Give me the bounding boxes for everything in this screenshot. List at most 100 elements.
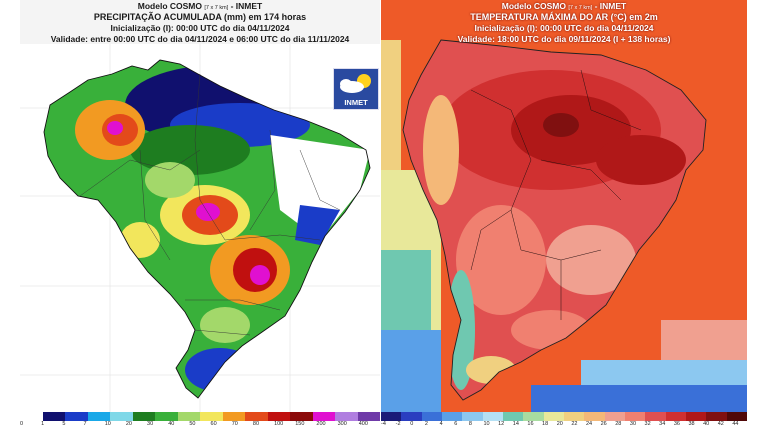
legend-swatch: [441, 412, 463, 421]
legend-tick-label: 28: [615, 421, 622, 427]
precipitation-field: [44, 60, 370, 398]
legend-tick-label: 2: [424, 421, 428, 427]
legend-tick-label: 32: [644, 421, 651, 427]
legend-tick-label: 10: [483, 421, 490, 427]
legend-swatch: [726, 412, 747, 421]
south-america-coastline: [402, 39, 707, 401]
legend-tick-label: 40: [703, 421, 710, 427]
legend-swatch: [462, 412, 483, 421]
precipitation-map: [20, 44, 380, 412]
legend-swatch: [245, 412, 268, 421]
legend-tick-label: 400: [358, 421, 368, 427]
legend-tick-label: 14: [512, 421, 519, 427]
legend-colorbar: [381, 412, 747, 421]
initialization-label: Inicialização (I): 00:00 UTC do dia 04/1…: [110, 23, 290, 33]
weather-sun-cloud-icon: [340, 74, 371, 93]
legend-swatch: [155, 412, 178, 421]
legend-tick-label: 4: [439, 421, 443, 427]
model-label: Modelo COSMO [7 x 7 km] - INMET: [137, 1, 263, 11]
legend-swatch: [87, 412, 110, 421]
legend-tick-label: 20: [125, 421, 132, 427]
legend-swatch: [65, 412, 88, 421]
legend-swatch: [267, 412, 290, 421]
legend-swatch: [132, 412, 155, 421]
legend-tick-label: 40: [168, 421, 175, 427]
legend-tick-label: 200: [316, 421, 326, 427]
legend-tick-label: 34: [659, 421, 666, 427]
legend-tick-label: -4: [381, 421, 386, 427]
temperature-map-panel: Modelo COSMO [7 x 7 km] - INMET TEMPERAT…: [381, 0, 747, 432]
legend-swatch: [604, 412, 625, 421]
legend-swatch: [200, 412, 223, 421]
legend-swatch: [401, 412, 422, 421]
legend-tick-label: 70: [231, 421, 238, 427]
legend-swatch: [177, 412, 200, 421]
legend-swatch: [20, 412, 43, 421]
legend-tick-label: 16: [527, 421, 534, 427]
legend-ticks: 0 1 5 7 10 20 30 40 50 60 70 80 100 150 200 300 400: [20, 421, 380, 431]
legend-tick-label: 24: [585, 421, 593, 427]
legend-swatch: [222, 412, 245, 421]
country-borders: [470, 69, 642, 320]
legend-swatch: [543, 412, 564, 421]
precipitation-map-panel: Modelo COSMO [7 x 7 km] - INMET PRECIPIT…: [20, 0, 380, 432]
legend-tick-label: 18: [542, 421, 549, 427]
legend-swatch: [665, 412, 686, 421]
validity-label: Validade: 18:00 UTC do dia 09/11/2024 (I…: [457, 34, 671, 44]
legend-tick-label: -2: [395, 421, 401, 427]
legend-tick-label: 30: [147, 421, 154, 427]
legend-swatch: [290, 412, 313, 421]
map-title: TEMPERATURA MÁXIMA DO AR (°C) em 2m: [470, 12, 658, 22]
legend-tick-label: 80: [252, 421, 260, 427]
legend-swatch: [42, 412, 65, 421]
legend-tick-label: 8: [468, 421, 472, 427]
legend-swatch: [482, 412, 503, 421]
precipitation-legend: 0 1 5 7 10 20 30 40 50 60 70 80 100 150 200 300 400: [20, 412, 380, 432]
legend-swatch: [502, 412, 524, 421]
legend-tick-label: 150: [295, 421, 305, 427]
legend-tick-label: 44: [732, 421, 739, 427]
precipitation-map-header: Modelo COSMO [7 x 7 km] - INMET PRECIPIT…: [20, 0, 380, 44]
temperature-map-header: Modelo COSMO [7 x 7 km] - INMET TEMPERAT…: [381, 0, 747, 44]
legend-tick-label: 60: [210, 421, 217, 427]
legend-tick-label: 10: [104, 421, 111, 427]
temperature-map: [381, 0, 747, 412]
legend-tick-label: 1: [41, 421, 45, 427]
legend-swatch: [421, 412, 442, 421]
model-label: Modelo COSMO [7 x 7 km] - INMET: [501, 1, 627, 11]
legend-swatch: [706, 412, 727, 421]
legend-tick-label: 300: [337, 421, 347, 427]
legend-tick-label: 50: [189, 421, 196, 427]
temperature-legend: -4 -2 0 2 4 6 8 10 12 14 16 18 20 22 24 26 28 30 32 34 36 38 4…: [381, 412, 747, 432]
initialization-label: Inicialização (I): 00:00 UTC do dia 04/1…: [474, 23, 654, 33]
legend-swatch: [563, 412, 585, 421]
legend-tick-label: 6: [454, 421, 458, 427]
legend-swatch: [584, 412, 605, 421]
state-borders: [79, 73, 341, 336]
legend-swatch: [645, 412, 666, 421]
legend-swatch: [685, 412, 707, 421]
legend-swatch: [381, 412, 402, 421]
legend-tick-label: 38: [688, 421, 695, 427]
legend-tick-label: 0: [410, 421, 414, 427]
inmet-logo: INMET: [333, 68, 379, 110]
legend-swatch: [523, 412, 544, 421]
legend-swatch: [110, 412, 133, 421]
legend-tick-label: 20: [556, 421, 563, 427]
legend-ticks: -4 -2 0 2 4 6 8 10 12 14 16 18 20 22 24 26 28 30 32 34 36 38 4…: [381, 421, 747, 431]
validity-label: Validade: entre 00:00 UTC do dia 04/11/2…: [50, 34, 350, 44]
legend-colorbar: [20, 412, 380, 421]
legend-tick-label: 12: [498, 421, 505, 427]
legend-tick-label: 5: [62, 421, 66, 427]
legend-tick-label: 0: [20, 421, 24, 427]
legend-swatch: [312, 412, 335, 421]
legend-swatch: [357, 412, 380, 421]
brazil-border: [43, 59, 371, 399]
legend-tick-label: 22: [571, 421, 578, 427]
legend-tick-label: 36: [673, 421, 680, 427]
legend-tick-label: 7: [83, 421, 87, 427]
legend-tick-label: 26: [600, 421, 607, 427]
legend-tick-label: 42: [717, 421, 724, 427]
legend-tick-label: 100: [274, 421, 284, 427]
legend-tick-label: 30: [629, 421, 637, 427]
